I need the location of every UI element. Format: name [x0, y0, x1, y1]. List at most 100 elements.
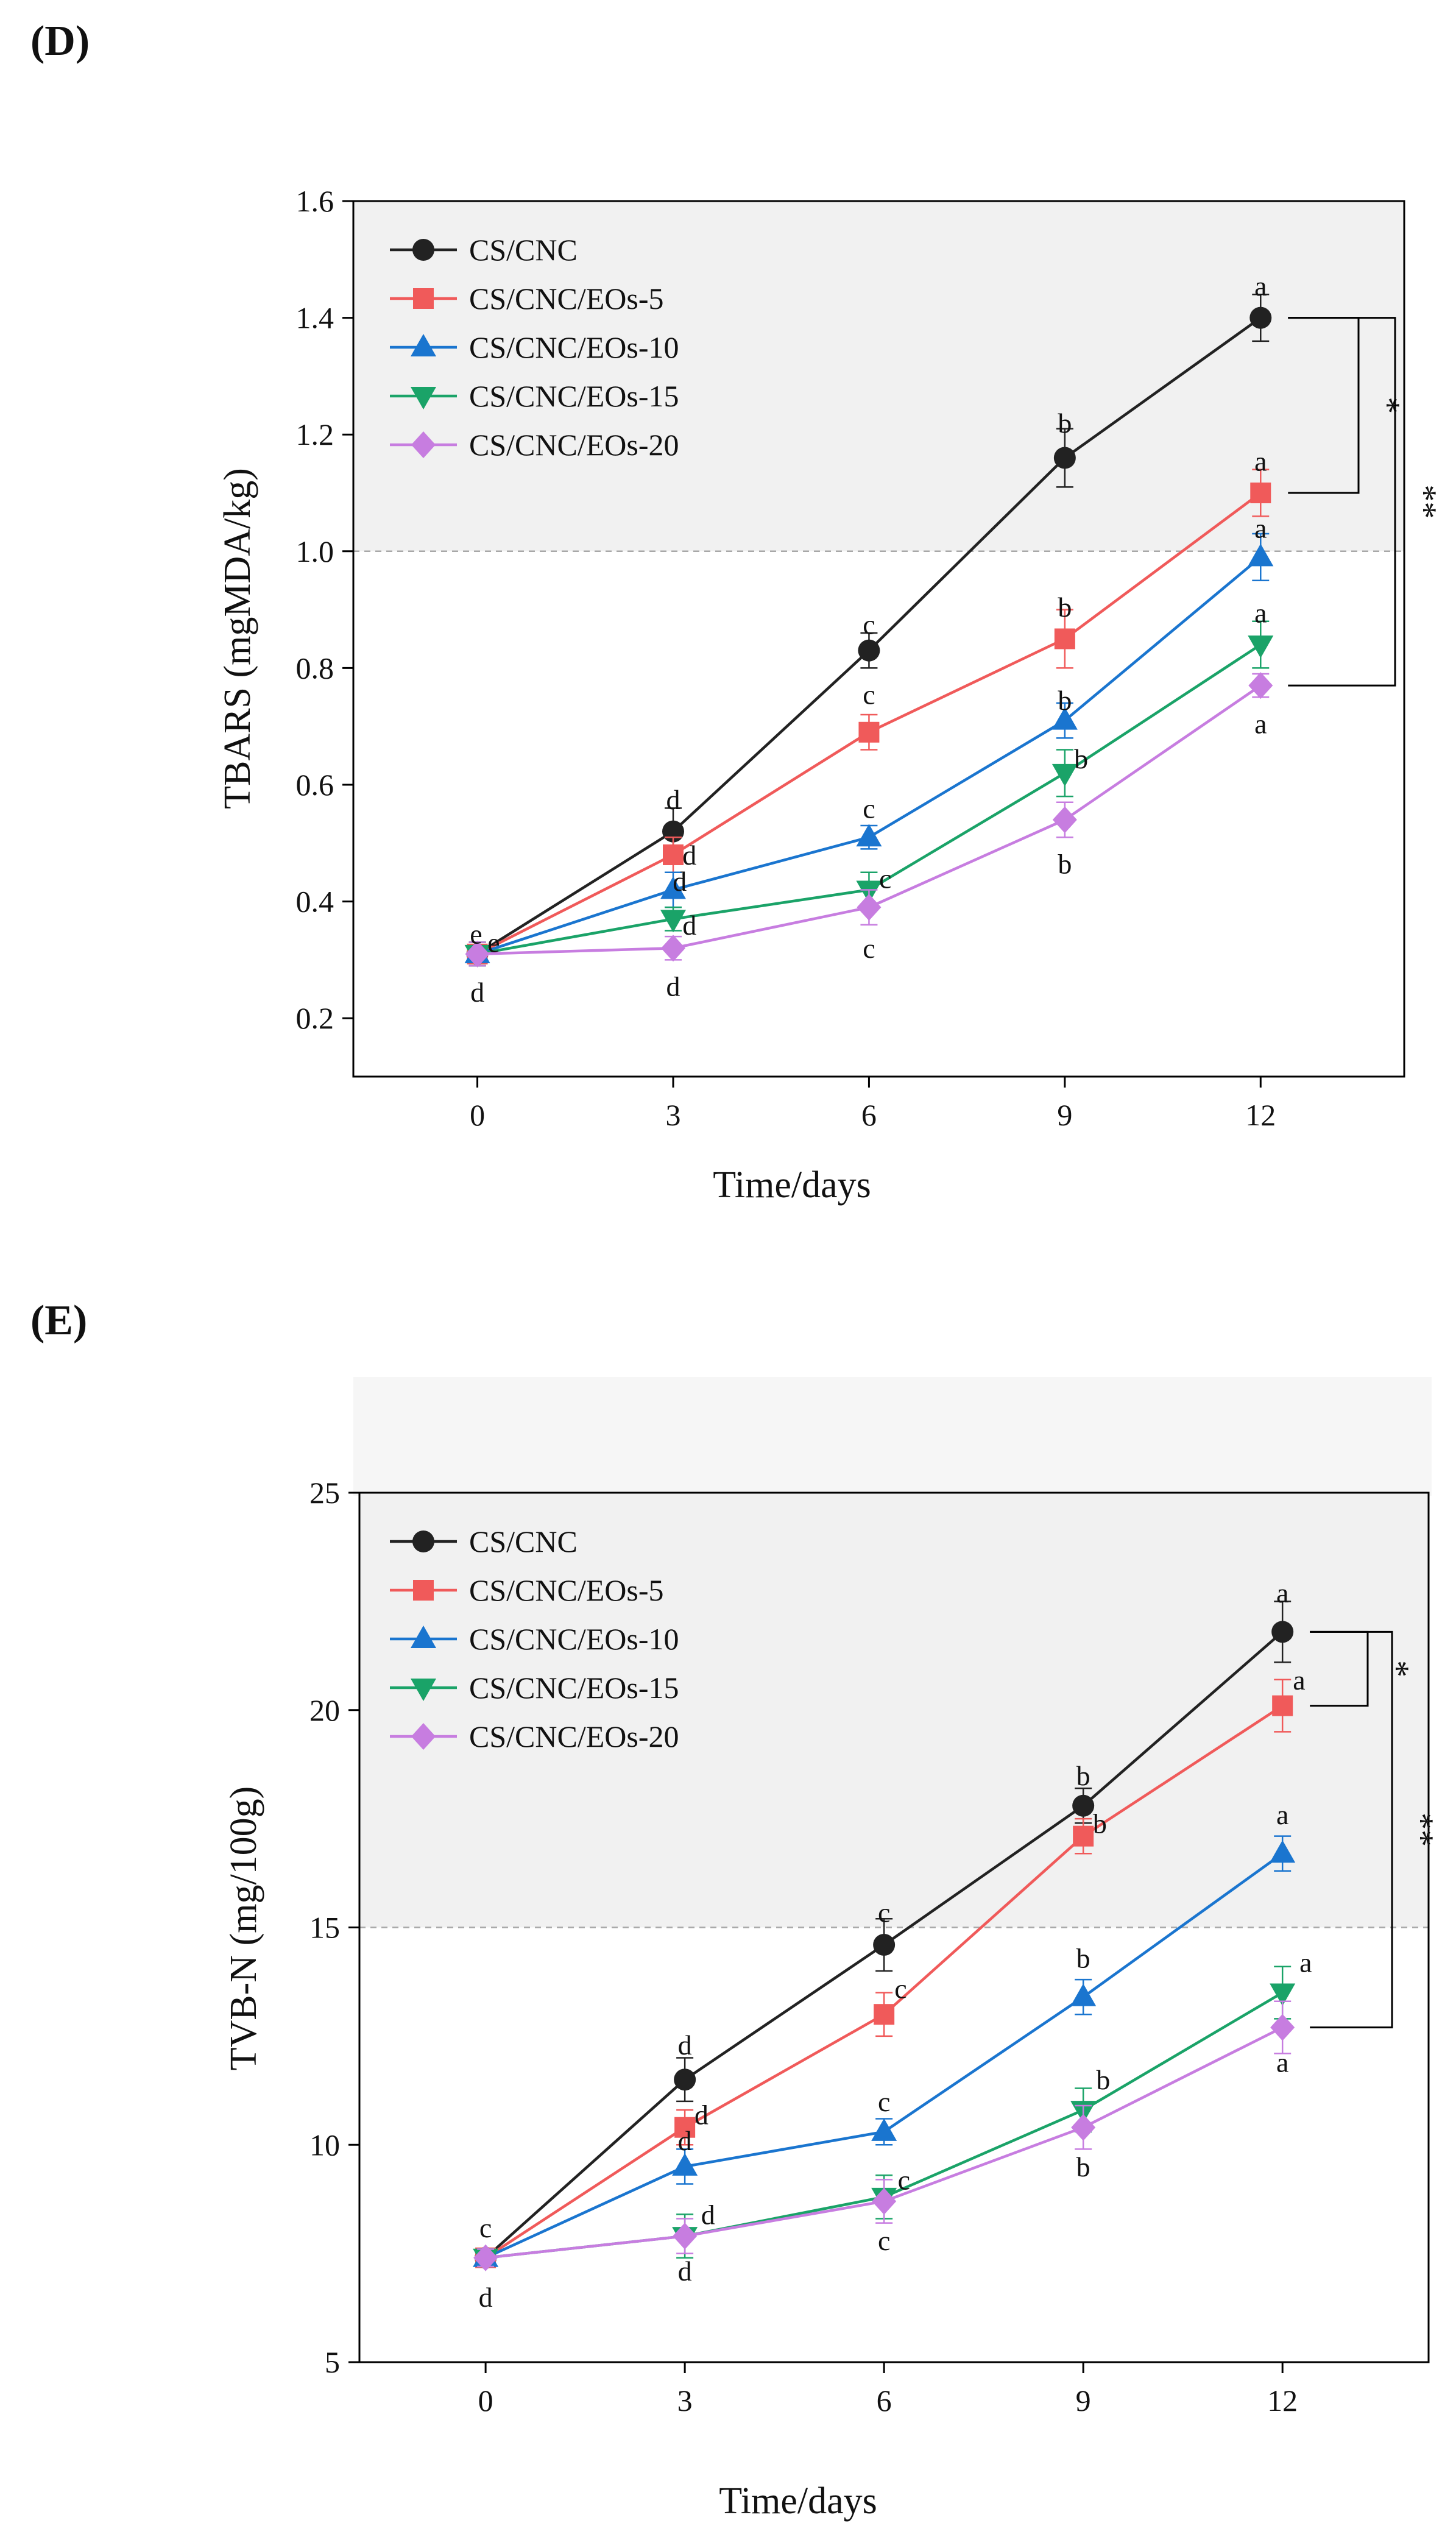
- panel-e-annotation: d: [678, 2256, 692, 2287]
- data-point: [661, 935, 685, 962]
- data-point: [856, 824, 882, 847]
- panel-d-annotation: b: [1058, 408, 1072, 439]
- data-point: [872, 2188, 897, 2215]
- panel-e-annotation: a: [1276, 2047, 1288, 2078]
- data-point: [674, 2068, 696, 2091]
- panel-d-x-tick-label: 12: [1245, 1098, 1276, 1132]
- panel-e-annotation: a: [1293, 1665, 1305, 1696]
- panel-d-annotation: a: [1254, 512, 1267, 543]
- panel-e-annotation: c: [898, 2164, 910, 2195]
- legend-item: CS/CNC/EOs-15: [390, 1671, 679, 1705]
- panel-d-y-tick-label: 0.8: [296, 651, 334, 685]
- legend-marker: [413, 288, 434, 309]
- data-point: [673, 2223, 698, 2250]
- panel-e-y-tick-label: 15: [309, 1911, 340, 1945]
- legend-marker: [411, 387, 436, 409]
- panel-e-x-tick-label: 12: [1267, 2383, 1298, 2418]
- legend-label: CS/CNC: [469, 233, 578, 267]
- panel-d-annotation: d: [666, 784, 680, 815]
- panel-e-y-axis-label: TVB-N (mg/100g): [223, 1786, 264, 2071]
- panel-e-annotation: b: [1093, 1808, 1107, 1839]
- legend-label: CS/CNC/EOs-10: [469, 1622, 679, 1656]
- panel-e-x-tick-label: 3: [677, 2383, 693, 2418]
- data-point: [1072, 1794, 1095, 1817]
- legend-marker: [413, 1580, 434, 1601]
- panel-d-annotation: a: [1254, 597, 1267, 628]
- legend-label: CS/CNC/EOs-5: [469, 1573, 664, 1607]
- panel-d-annotation: c: [863, 609, 875, 640]
- data-point: [1052, 806, 1077, 833]
- panel-d-annotation: b: [1058, 848, 1072, 879]
- panel-e-annotation: c: [894, 1973, 906, 2004]
- panel-e-annotation: d: [678, 2125, 692, 2156]
- legend-marker: [411, 431, 436, 458]
- panel-e-significance-bracket: *: [1310, 1630, 1416, 1707]
- data-point: [1270, 2014, 1295, 2041]
- panel-d-x-tick-label: 9: [1057, 1098, 1072, 1132]
- panel-d-annotation: a: [1254, 445, 1267, 476]
- legend-label: CS/CNC/EOs-20: [469, 1719, 679, 1753]
- panel-d-y-tick-label: 1.2: [296, 417, 334, 451]
- panel-e-y-tick-label: 5: [325, 2345, 340, 2379]
- panel-e-series-cs-cnc: [475, 1601, 1294, 2269]
- panel-d-y-tick-label: 1.6: [296, 184, 334, 218]
- panel-d-annotation: a: [1254, 271, 1267, 302]
- panel-d-y-axis-label: TBARS (mgMDA/kg): [217, 468, 258, 809]
- panel-e-chart: (E) 5 10 15 20 25 0 3 6 9 12 Time/days TVB-N (mg/100…: [30, 1297, 1440, 2522]
- panel-e-label: (E): [30, 1297, 87, 1344]
- panel-e-annotation: a: [1299, 1947, 1312, 1978]
- data-point: [871, 2118, 897, 2141]
- legend-item: CS/CNC: [390, 233, 578, 267]
- panel-d-y-tick-label: 1.4: [296, 301, 334, 335]
- panel-e-annotation: d: [701, 2199, 715, 2230]
- legend-label: CS/CNC/EOs-15: [469, 1671, 679, 1705]
- legend-marker: [411, 1679, 436, 1701]
- data-point: [1250, 483, 1271, 503]
- data-point: [1070, 1983, 1097, 2006]
- legend-item: CS/CNC/EOs-10: [390, 1622, 679, 1656]
- panel-d-shaded-region: [353, 201, 1404, 551]
- significance-label: **: [1402, 1813, 1440, 1847]
- panel-e-annotation: a: [1276, 1577, 1288, 1608]
- data-point: [1054, 628, 1075, 649]
- panel-e-top-background: [353, 1377, 1432, 1496]
- data-point: [1270, 1983, 1296, 2006]
- panel-d-annotation: d: [470, 977, 484, 1008]
- panel-d-y-tick-label: 0.2: [296, 1001, 334, 1035]
- panel-d-annotation: d: [666, 971, 680, 1002]
- panel-d-y-tick-label: 0.4: [296, 885, 334, 919]
- panel-d-x-tick-label: 0: [470, 1098, 485, 1132]
- legend-label: CS/CNC/EOs-15: [469, 379, 679, 413]
- legend-item: CS/CNC: [390, 1524, 578, 1559]
- panel-e-x-tick-label: 6: [877, 2383, 892, 2418]
- significance-label: *: [1369, 397, 1407, 414]
- panel-d-y-tick-label: 0.6: [296, 768, 334, 802]
- panel-e-shaded-region: [359, 1493, 1429, 1928]
- panel-e-y-tick-label: 10: [309, 2128, 340, 2162]
- panel-e-annotation: d: [479, 2282, 493, 2313]
- data-point: [473, 2244, 498, 2271]
- data-point: [1053, 447, 1076, 469]
- legend-label: CS/CNC/EOs-5: [469, 281, 664, 316]
- panel-e-annotation: b: [1076, 2151, 1090, 2182]
- panel-e-y-tick-label: 25: [309, 1476, 340, 1510]
- panel-d-annotation: c: [863, 933, 875, 964]
- data-point: [1248, 543, 1274, 567]
- legend-label: CS/CNC/EOs-10: [469, 330, 679, 364]
- data-point: [465, 940, 490, 968]
- panel-e-annotation: c: [878, 2225, 890, 2256]
- panel-e-annotation: b: [1096, 2064, 1110, 2095]
- legend-marker: [411, 1723, 436, 1750]
- legend-item: CS/CNC/EOs-20: [390, 1719, 679, 1753]
- data-point: [874, 2004, 895, 2025]
- panel-d-annotation: b: [1058, 592, 1072, 623]
- panel-e-legend: CS/CNC CS/CNC/EOs-5 CS/CNC/EOs-10 CS/CNC/EO…: [390, 1524, 679, 1753]
- panel-e-annotation: b: [1076, 1942, 1090, 1973]
- panel-d-significance-bracket: **: [1288, 317, 1443, 687]
- data-point: [1071, 2114, 1096, 2141]
- panel-e-x-tick-label: 9: [1076, 2383, 1091, 2418]
- panel-e-annotation: c: [878, 1897, 890, 1928]
- panel-d-x-tick-label: 3: [666, 1098, 681, 1132]
- panel-d-legend: CS/CNC CS/CNC/EOs-5 CS/CNC/EOs-10 CS/CNC/EO…: [390, 233, 679, 462]
